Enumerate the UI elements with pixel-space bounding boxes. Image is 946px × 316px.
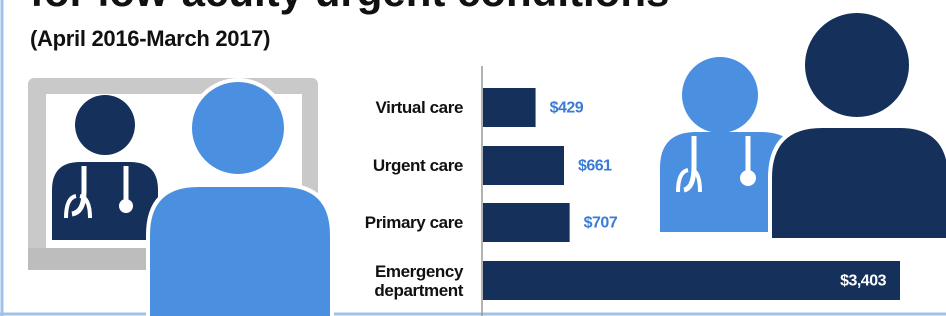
category-label: Emergency department: [328, 261, 463, 300]
bar: [483, 261, 900, 300]
value-label: $707: [584, 215, 618, 232]
category-label: Urgent care: [328, 146, 463, 185]
chart-title: for low-acuity urgent conditions: [30, 0, 669, 15]
person-icon: [770, 11, 946, 240]
bar: [483, 88, 536, 127]
category-label: Virtual care: [328, 88, 463, 127]
value-label: $3,403: [840, 273, 887, 290]
category-label: Primary care: [328, 203, 463, 242]
infographic: for low-acuity urgent conditions (April …: [0, 0, 946, 316]
value-label: $429: [550, 100, 584, 117]
value-label: $661: [578, 158, 612, 175]
chart: for low-acuity urgent conditions (April …: [0, 0, 946, 316]
bar: [483, 203, 570, 242]
bar: [483, 146, 564, 185]
chart-subtitle: (April 2016-March 2017): [30, 26, 270, 51]
